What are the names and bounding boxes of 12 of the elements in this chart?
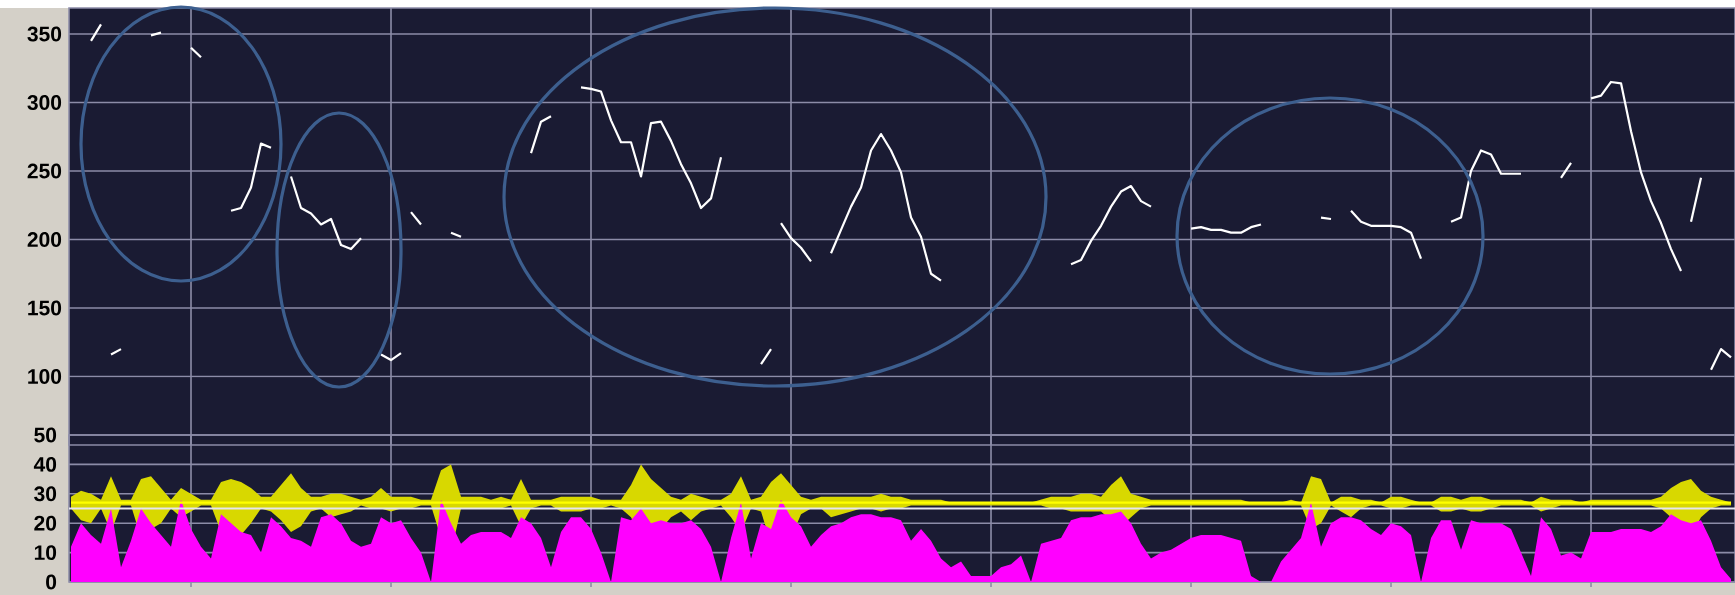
y-tick-label: 20 <box>34 515 57 531</box>
y-tick-label: 200 <box>27 232 62 247</box>
y-tick-label: 100 <box>28 369 62 384</box>
y-tick-label: 40 <box>33 456 57 472</box>
y-tick-label: 150 <box>28 300 62 316</box>
y-tick-label: 10 <box>34 545 57 561</box>
y-tick-label: 50 <box>34 427 57 443</box>
y-tick-label: 300 <box>27 95 62 110</box>
y-tick-label: 250 <box>27 163 62 179</box>
y-tick-label: 350 <box>27 26 62 42</box>
y-tick-label: 0 <box>46 574 57 590</box>
y-tick-label: 30 <box>34 486 57 502</box>
